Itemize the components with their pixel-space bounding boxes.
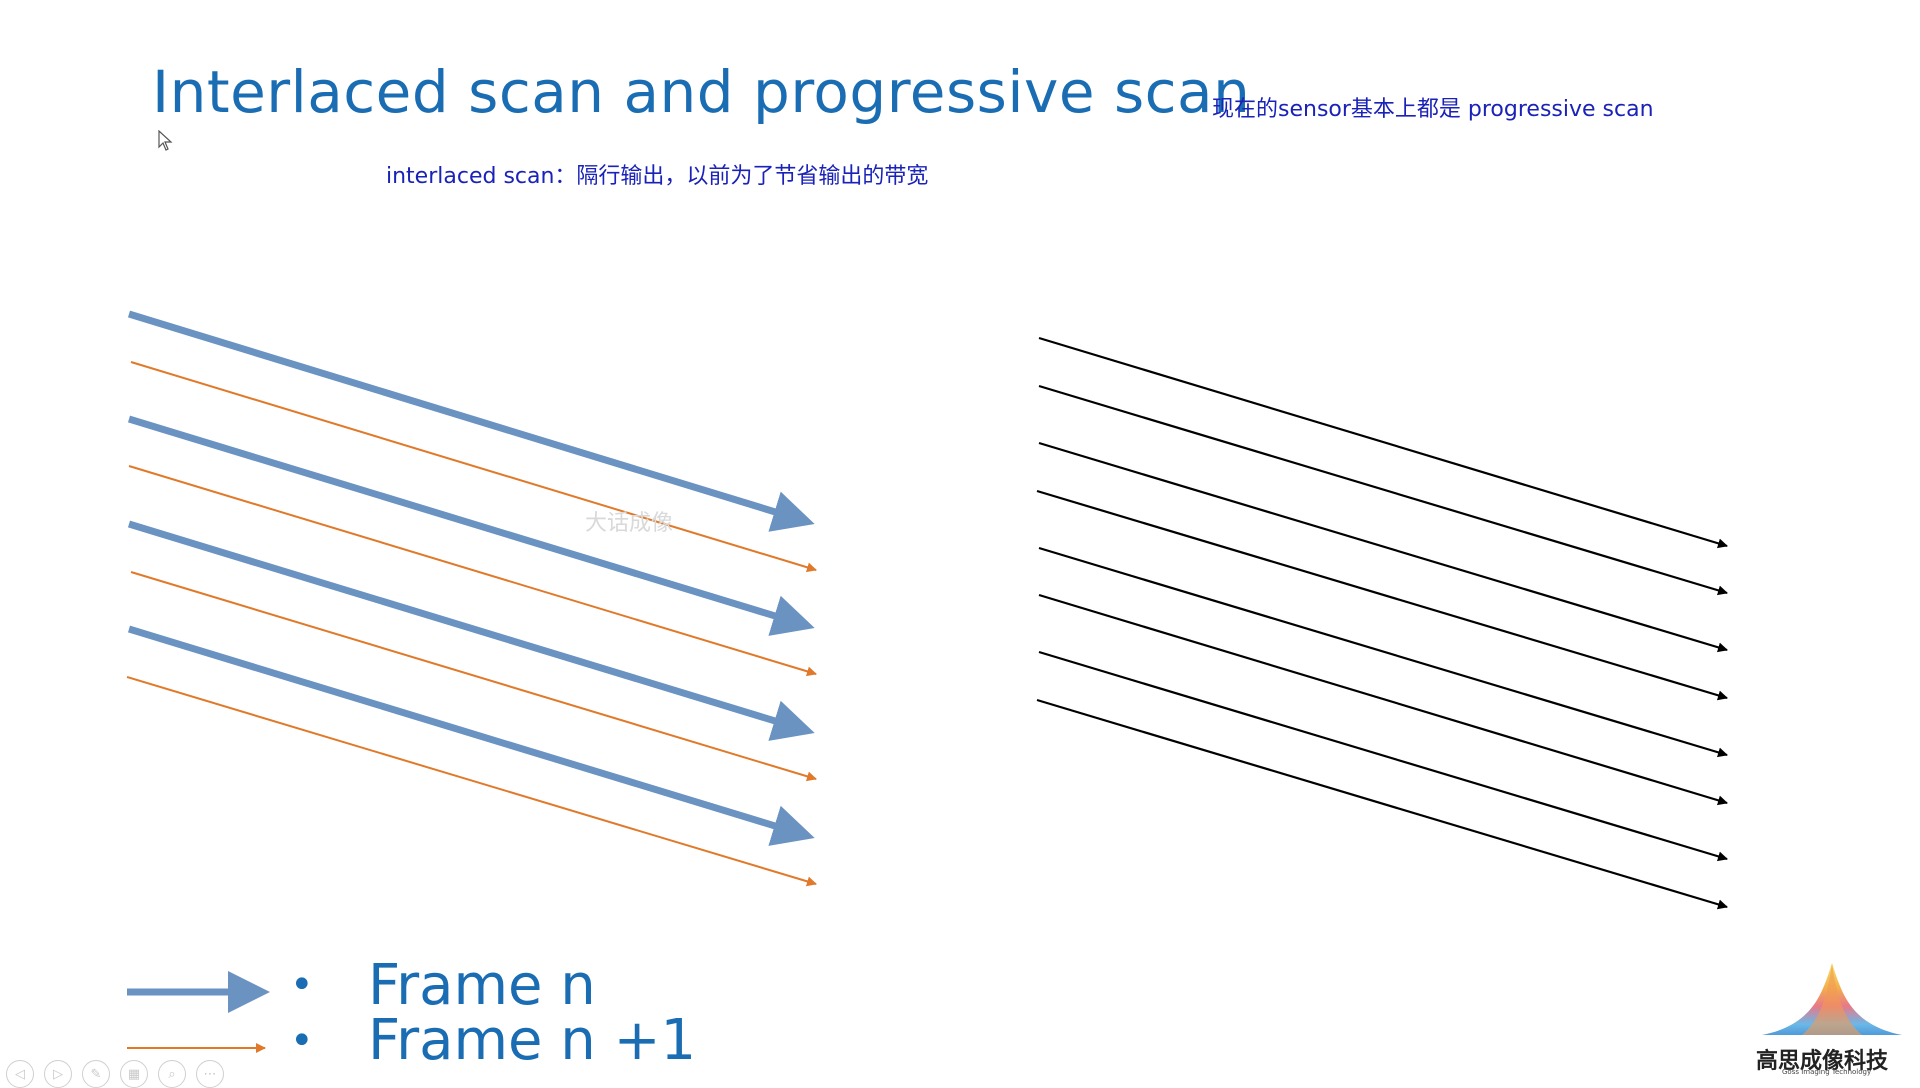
frame-n-line <box>127 415 815 636</box>
frame-n1-lines <box>126 361 817 887</box>
progressive-line <box>1036 489 1728 701</box>
frame-n1-line <box>130 361 817 573</box>
legend-bullet: • <box>290 1018 314 1064</box>
progressive-line <box>1038 384 1728 596</box>
progressive-note: 现在的sensor基本上都是 progressive scan <box>1212 97 1654 122</box>
frame-n-line <box>127 520 815 741</box>
pen-icon[interactable]: ✎ <box>82 1060 110 1088</box>
frame-n-line <box>127 625 815 846</box>
frame-n-lines <box>127 310 815 846</box>
legend-frame-n1-label: Frame n +1 <box>368 1008 697 1073</box>
mouse-cursor-icon <box>158 130 173 151</box>
logo-subtitle: Goss Imaging Technology <box>1782 1068 1872 1076</box>
progressive-line <box>1038 650 1728 862</box>
frame-n1-line <box>130 571 817 782</box>
progressive-line <box>1038 593 1728 806</box>
zoom-icon[interactable]: ⌕ <box>158 1060 186 1088</box>
slide-controls: ◁ ▷ ✎ ▦ ⌕ ⋯ <box>6 1060 224 1088</box>
frame-n1-line <box>126 676 817 887</box>
prev-icon[interactable]: ◁ <box>6 1060 34 1088</box>
progressive-line <box>1038 546 1728 758</box>
play-icon[interactable]: ▷ <box>44 1060 72 1088</box>
watermark: 大话成像 <box>585 511 674 536</box>
more-icon[interactable]: ⋯ <box>196 1060 224 1088</box>
interlaced-note: interlaced scan：隔行输出，以前为了节省输出的带宽 <box>386 164 929 189</box>
frame-n1-line <box>128 465 817 677</box>
progressive-line <box>1036 698 1728 910</box>
legend-frame-n-label: Frame n <box>368 953 596 1018</box>
logo-mountain-icon <box>1762 963 1902 1035</box>
slide-title: Interlaced scan and progressive scan <box>152 58 1251 126</box>
frame-n-line <box>127 310 815 532</box>
legend-bullet: • <box>290 962 314 1008</box>
progressive-line <box>1038 441 1728 653</box>
progressive-line <box>1038 336 1728 549</box>
logo-name: 高思成像科技 <box>1756 1049 1889 1074</box>
grid-icon[interactable]: ▦ <box>120 1060 148 1088</box>
progressive-lines <box>1036 336 1728 910</box>
